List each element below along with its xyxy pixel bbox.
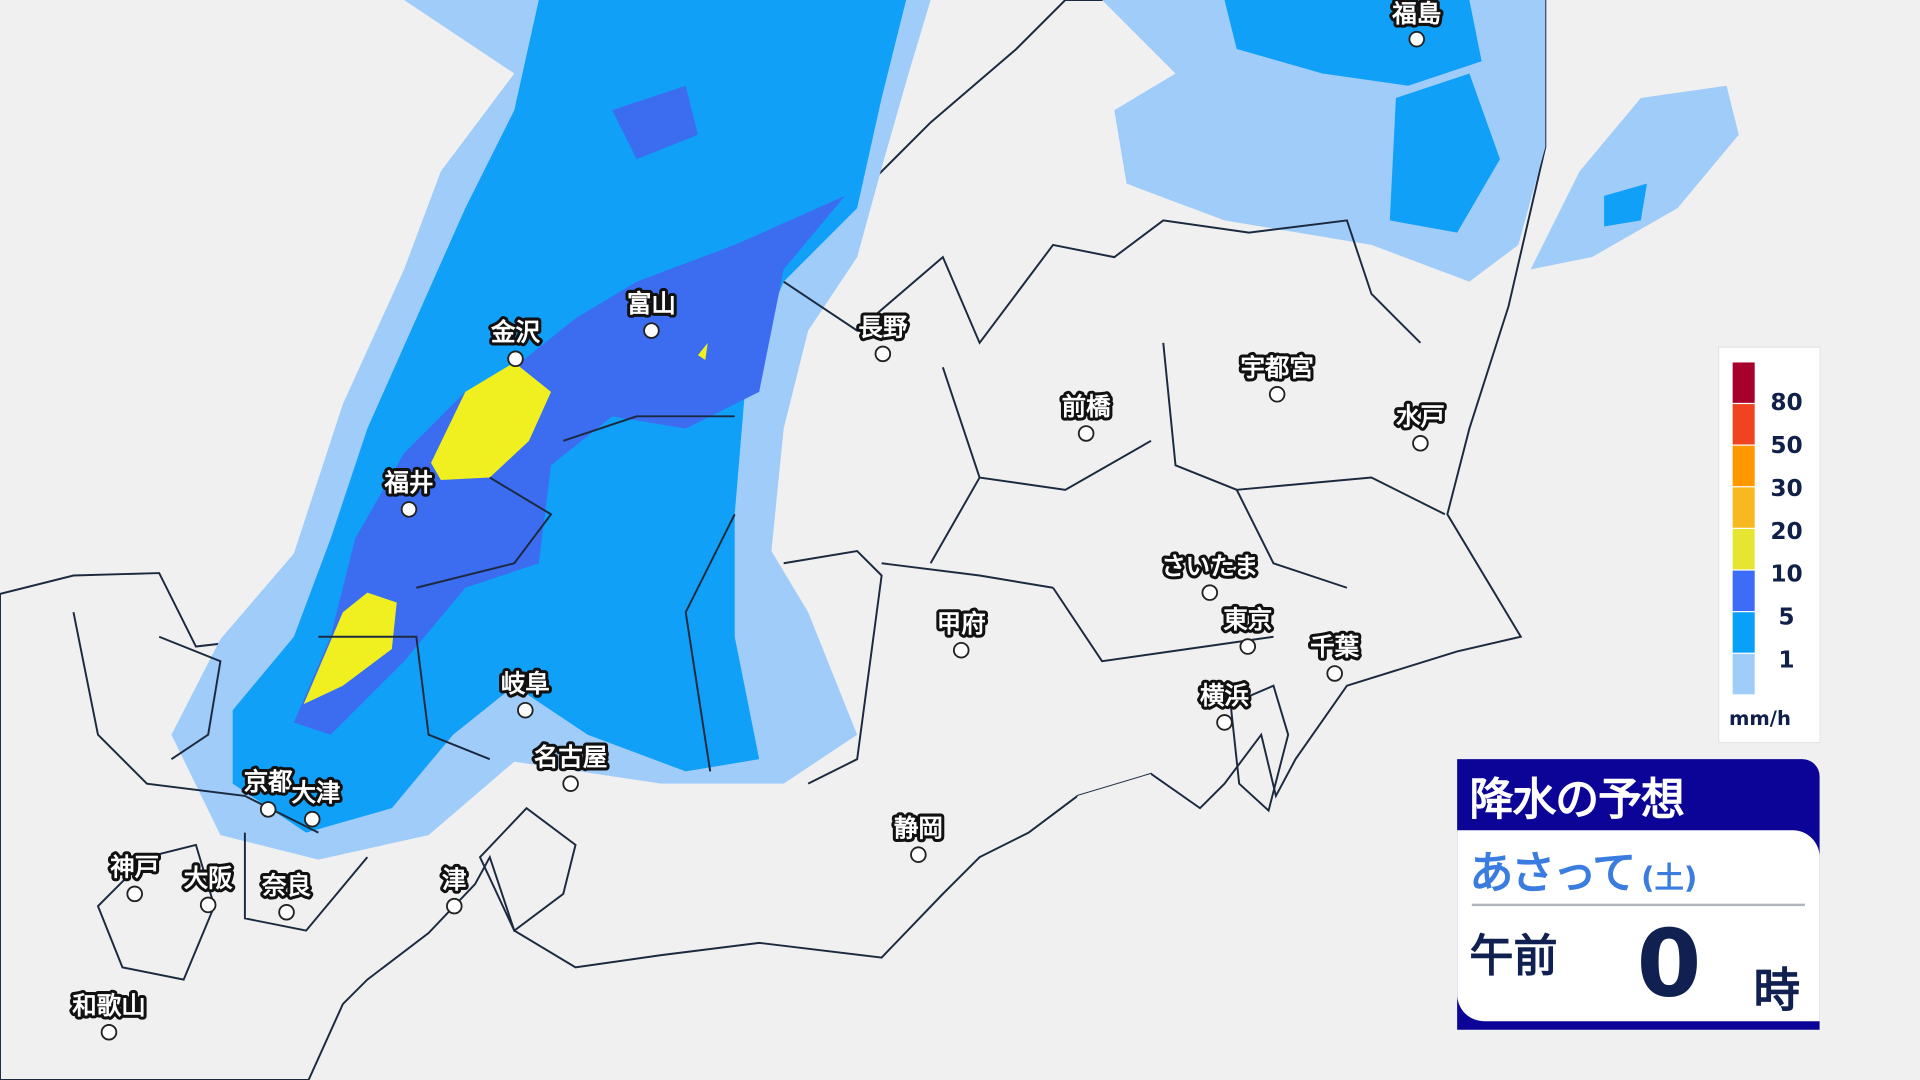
city-osaka: 大阪 bbox=[181, 860, 236, 914]
svg-text:宇都宮: 宇都宮 bbox=[1240, 353, 1313, 382]
svg-text:横浜: 横浜 bbox=[1200, 681, 1249, 710]
city-mito: 水戸 bbox=[1393, 399, 1448, 452]
city-toyama: 富山 bbox=[624, 286, 679, 339]
forecast-day: あさって (土) bbox=[1469, 838, 1697, 902]
city-nara: 奈良 bbox=[258, 868, 315, 921]
city-utsunomiya: 宇都宮 bbox=[1237, 350, 1317, 403]
svg-text:静岡: 静岡 bbox=[894, 813, 943, 842]
forecast-hour: 0 bbox=[1636, 908, 1702, 1018]
svg-text:神戸: 神戸 bbox=[110, 853, 159, 882]
forecast-ampm: 午前 bbox=[1469, 931, 1558, 983]
tokyo-bay bbox=[1229, 684, 1290, 813]
svg-text:前橋: 前橋 bbox=[1062, 392, 1111, 421]
ise-bay bbox=[478, 806, 577, 933]
city-kobe: 神戸 bbox=[107, 849, 162, 903]
legend-value: 30 bbox=[1770, 475, 1803, 503]
legend-value: 80 bbox=[1770, 389, 1803, 417]
rain-area-heavy bbox=[293, 85, 845, 735]
svg-text:奈良: 奈良 bbox=[261, 871, 311, 900]
svg-text:福島: 福島 bbox=[1391, 0, 1441, 28]
legend-value: 50 bbox=[1770, 432, 1803, 460]
svg-text:名古屋: 名古屋 bbox=[534, 742, 607, 771]
rain-area-intense bbox=[303, 342, 708, 705]
city-maebashi: 前橋 bbox=[1059, 389, 1114, 442]
rain-area-moderate-ne bbox=[1224, 0, 1647, 233]
city-nagoya: 名古屋 bbox=[531, 739, 610, 792]
forecast-day-label: あさって bbox=[1469, 848, 1636, 899]
city-yokohama: 横浜 bbox=[1197, 678, 1252, 731]
city-otsu: 大津 bbox=[288, 775, 343, 828]
svg-text:和歌山: 和歌山 bbox=[72, 991, 145, 1020]
forecast-weekday: (土) bbox=[1641, 860, 1698, 896]
forecast-hour-unit: 時 bbox=[1753, 963, 1801, 1018]
city-kyoto: 京都 bbox=[241, 764, 296, 818]
svg-text:京都: 京都 bbox=[244, 767, 293, 796]
city-tokyo: 東京 bbox=[1220, 602, 1275, 655]
svg-text:金沢: 金沢 bbox=[490, 317, 540, 346]
svg-text:千葉: 千葉 bbox=[1310, 632, 1359, 661]
legend-swatch-30 bbox=[1732, 445, 1755, 487]
city-wakayama: 和歌山 bbox=[69, 988, 149, 1041]
city-shizuoka: 静岡 bbox=[891, 810, 946, 863]
svg-text:水戸: 水戸 bbox=[1396, 402, 1445, 431]
legend-swatch-80plus bbox=[1732, 362, 1755, 403]
legend-swatch-20 bbox=[1732, 487, 1755, 528]
city-fukushima: 福島 bbox=[1388, 0, 1444, 48]
panel-title: 降水の予想 bbox=[1469, 775, 1685, 826]
svg-text:岐阜: 岐阜 bbox=[501, 669, 550, 698]
city-kofu: 甲府 bbox=[934, 606, 989, 659]
legend-swatch-10 bbox=[1732, 528, 1755, 570]
city-kanazawa: 金沢 bbox=[487, 314, 544, 368]
city-saitama: さいたま bbox=[1158, 548, 1261, 601]
forecast-time-panel: 降水の予想 あさって (土) 午前 0 時 bbox=[1457, 759, 1820, 1030]
divider bbox=[1471, 903, 1805, 907]
izu-peninsula-sea bbox=[1065, 773, 1152, 882]
svg-text:さいたま: さいたま bbox=[1161, 551, 1258, 580]
svg-text:甲府: 甲府 bbox=[937, 609, 986, 638]
legend-value: 10 bbox=[1770, 560, 1803, 588]
legend-swatch-5 bbox=[1732, 570, 1755, 612]
svg-text:大津: 大津 bbox=[291, 778, 340, 807]
legend-swatch-50 bbox=[1732, 404, 1755, 445]
legend-value: 5 bbox=[1778, 603, 1795, 631]
legend-swatch-below-1 bbox=[1732, 653, 1755, 695]
precipitation-legend: 80 50 30 20 10 5 1 mm/h bbox=[1717, 346, 1821, 744]
rain-area-light-sea bbox=[1530, 85, 1739, 270]
city-tsu: 津 bbox=[439, 862, 470, 915]
legend-unit: mm/h bbox=[1728, 706, 1791, 730]
city-chiba: 千葉 bbox=[1307, 629, 1363, 682]
panel-body: あさって (土) 午前 0 時 bbox=[1457, 830, 1820, 1022]
legend-value: 20 bbox=[1770, 517, 1803, 545]
svg-text:津: 津 bbox=[442, 865, 466, 894]
legend-value: 1 bbox=[1778, 646, 1795, 674]
svg-text:福井: 福井 bbox=[384, 468, 434, 497]
svg-text:富山: 富山 bbox=[627, 289, 676, 318]
prefecture-boundaries bbox=[72, 219, 1446, 932]
svg-text:長野: 長野 bbox=[858, 313, 907, 342]
svg-text:大阪: 大阪 bbox=[184, 864, 233, 893]
osaka-bay bbox=[96, 843, 216, 981]
legend-swatch-1 bbox=[1732, 612, 1755, 653]
city-gifu: 岐阜 bbox=[498, 666, 553, 719]
city-fukui: 福井 bbox=[380, 465, 437, 518]
svg-text:東京: 東京 bbox=[1223, 605, 1272, 634]
city-nagano: 長野 bbox=[855, 309, 911, 363]
